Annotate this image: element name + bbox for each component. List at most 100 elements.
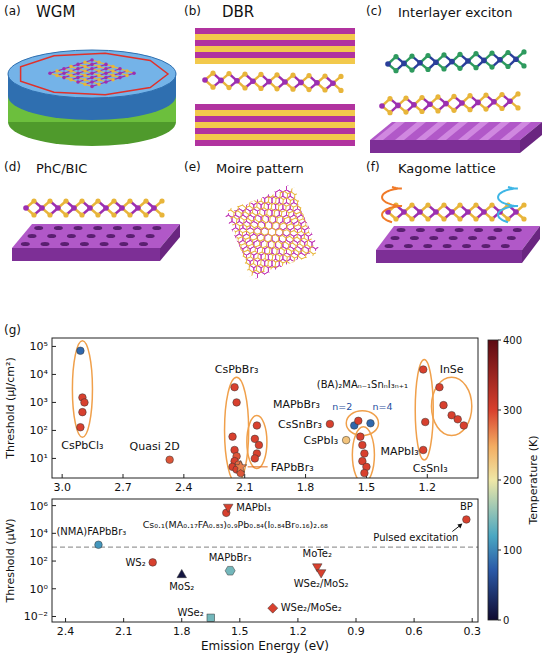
atom bbox=[90, 63, 94, 67]
series-label: MAPbI₃ bbox=[380, 445, 418, 458]
series-label: WSe₂/MoS₂ bbox=[294, 578, 349, 589]
point bbox=[234, 460, 246, 472]
atom bbox=[481, 209, 487, 215]
series-label: Quasi 2D bbox=[130, 440, 180, 453]
hex-lattice bbox=[203, 164, 341, 300]
atom bbox=[111, 78, 115, 82]
atom bbox=[457, 66, 462, 71]
atom bbox=[441, 216, 446, 221]
atom bbox=[83, 60, 87, 64]
panel-a-illustration bbox=[8, 50, 176, 146]
panel-letter: (c) bbox=[366, 4, 382, 18]
hole bbox=[106, 234, 115, 238]
atom bbox=[90, 71, 94, 75]
y-axis-title: Threshold (μJ/cm²) bbox=[4, 357, 17, 459]
atom bbox=[403, 96, 408, 101]
x-tick-label: 1.8 bbox=[173, 625, 191, 638]
x-tick bbox=[356, 618, 357, 622]
atom bbox=[338, 74, 343, 79]
atom bbox=[505, 50, 510, 55]
atom bbox=[31, 212, 36, 217]
grating-ridge bbox=[500, 122, 531, 140]
atom bbox=[387, 96, 392, 101]
y-tick-label: 10⁶ bbox=[30, 500, 49, 513]
hole bbox=[423, 244, 432, 248]
colorbar-tick bbox=[498, 620, 501, 621]
group-ellipse bbox=[72, 341, 92, 437]
plot-area bbox=[95, 504, 471, 621]
atom bbox=[111, 65, 115, 69]
atom bbox=[118, 76, 122, 80]
hole bbox=[487, 236, 496, 240]
atom bbox=[282, 79, 288, 85]
atom bbox=[151, 205, 157, 211]
atom bbox=[425, 202, 430, 207]
point bbox=[359, 441, 367, 449]
point bbox=[177, 569, 187, 577]
atom bbox=[76, 76, 80, 80]
atom bbox=[481, 58, 487, 64]
plot-area bbox=[72, 341, 471, 478]
x-tick-label: 2.4 bbox=[57, 625, 75, 638]
atom bbox=[83, 78, 87, 82]
atom bbox=[104, 80, 108, 84]
x-tick bbox=[123, 618, 124, 622]
panel-letter: (d) bbox=[4, 160, 21, 174]
series-label: CsPbBr₃ bbox=[215, 363, 259, 376]
atom bbox=[290, 87, 295, 92]
atom bbox=[127, 212, 132, 217]
group-ellipse bbox=[431, 377, 471, 435]
atom bbox=[330, 80, 336, 86]
series-label: CsSnI₃ bbox=[413, 462, 448, 475]
atom bbox=[79, 212, 84, 217]
y-tick bbox=[52, 588, 56, 589]
atom bbox=[69, 65, 73, 69]
atom bbox=[467, 93, 472, 98]
point bbox=[463, 516, 471, 524]
series-label: MoTe₂ bbox=[303, 548, 332, 559]
x-tick-label: 0.3 bbox=[463, 625, 481, 638]
point bbox=[233, 399, 241, 407]
atom bbox=[298, 80, 304, 86]
panel-letter: (g) bbox=[4, 323, 21, 337]
atom bbox=[274, 86, 279, 91]
atom bbox=[62, 71, 66, 75]
x-tick-label: 2.1 bbox=[236, 481, 254, 494]
x-tick bbox=[65, 618, 66, 622]
hole bbox=[133, 226, 142, 230]
panel-title: DBR bbox=[222, 3, 254, 21]
atom bbox=[258, 86, 263, 91]
atom bbox=[465, 209, 471, 215]
slab-front bbox=[370, 140, 520, 153]
colorbar bbox=[488, 340, 498, 620]
slab-top bbox=[370, 122, 542, 140]
atom bbox=[111, 212, 116, 217]
atom bbox=[62, 76, 66, 80]
atom bbox=[104, 71, 108, 75]
atom bbox=[409, 54, 414, 59]
atom bbox=[104, 63, 108, 67]
atom bbox=[401, 61, 407, 67]
atom bbox=[135, 205, 141, 211]
colorbar-tick-label: 100 bbox=[503, 545, 522, 556]
atom bbox=[513, 56, 519, 62]
atom bbox=[111, 198, 116, 203]
x-tick bbox=[62, 474, 63, 478]
atom bbox=[118, 67, 122, 71]
hole bbox=[87, 234, 96, 238]
atom bbox=[274, 72, 279, 77]
atom bbox=[499, 92, 504, 97]
atom bbox=[48, 71, 52, 75]
colorbar-tick-label: 0 bbox=[503, 615, 509, 626]
atom bbox=[459, 100, 465, 106]
hole bbox=[41, 242, 50, 246]
x-tick-label: 2.7 bbox=[114, 481, 132, 494]
y-tick bbox=[52, 346, 56, 347]
panel-c-illustration bbox=[370, 49, 542, 153]
atom bbox=[127, 198, 132, 203]
atom bbox=[76, 67, 80, 71]
atom bbox=[417, 209, 423, 215]
panel-letter: (a) bbox=[4, 4, 21, 18]
atom bbox=[119, 205, 125, 211]
atom bbox=[499, 106, 504, 111]
